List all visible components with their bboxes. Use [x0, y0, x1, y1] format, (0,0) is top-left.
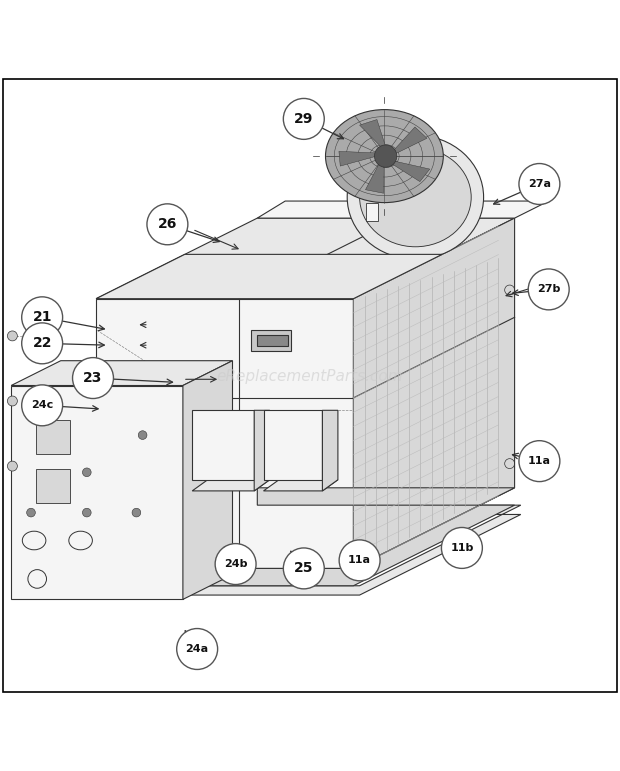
- Polygon shape: [366, 203, 378, 221]
- Circle shape: [27, 406, 35, 415]
- Circle shape: [441, 527, 482, 568]
- Ellipse shape: [360, 147, 471, 247]
- Polygon shape: [90, 505, 521, 595]
- Circle shape: [22, 323, 63, 364]
- Circle shape: [374, 145, 397, 167]
- Text: 24a: 24a: [185, 644, 209, 654]
- Circle shape: [7, 396, 17, 406]
- Ellipse shape: [326, 109, 443, 203]
- Text: 26: 26: [157, 217, 177, 231]
- Polygon shape: [192, 410, 254, 480]
- Text: 24b: 24b: [224, 559, 247, 569]
- Circle shape: [339, 540, 380, 581]
- Polygon shape: [264, 480, 338, 491]
- Circle shape: [132, 508, 141, 517]
- Circle shape: [27, 508, 35, 517]
- Text: 11a: 11a: [528, 456, 551, 466]
- Polygon shape: [251, 330, 291, 352]
- Circle shape: [528, 269, 569, 310]
- Text: eReplacementParts.com: eReplacementParts.com: [216, 369, 404, 384]
- Text: 21: 21: [32, 310, 52, 325]
- Polygon shape: [360, 120, 387, 151]
- Text: 27a: 27a: [528, 179, 551, 189]
- Text: 29: 29: [294, 112, 314, 126]
- Text: 24c: 24c: [31, 400, 53, 410]
- Polygon shape: [365, 159, 384, 194]
- Circle shape: [22, 297, 63, 338]
- Polygon shape: [36, 419, 70, 453]
- Circle shape: [7, 331, 17, 341]
- Circle shape: [519, 441, 560, 482]
- Polygon shape: [36, 470, 70, 503]
- Circle shape: [147, 204, 188, 244]
- Text: 22: 22: [32, 336, 52, 350]
- Polygon shape: [390, 127, 427, 156]
- Polygon shape: [96, 488, 515, 586]
- Polygon shape: [257, 335, 288, 346]
- Polygon shape: [264, 410, 322, 480]
- Polygon shape: [339, 151, 382, 166]
- Circle shape: [177, 628, 218, 669]
- Text: 25: 25: [294, 561, 314, 575]
- Polygon shape: [11, 361, 232, 386]
- Circle shape: [283, 548, 324, 589]
- Circle shape: [7, 461, 17, 471]
- Circle shape: [22, 385, 63, 426]
- Polygon shape: [387, 160, 430, 182]
- Polygon shape: [11, 386, 183, 599]
- Polygon shape: [96, 298, 353, 568]
- Polygon shape: [353, 218, 515, 568]
- Circle shape: [82, 508, 91, 517]
- Circle shape: [73, 358, 113, 399]
- Polygon shape: [322, 410, 338, 491]
- Polygon shape: [96, 254, 442, 298]
- Text: 23: 23: [83, 371, 103, 385]
- Polygon shape: [183, 361, 232, 599]
- Text: 27b: 27b: [537, 284, 560, 295]
- Circle shape: [283, 99, 324, 140]
- Circle shape: [215, 544, 256, 584]
- Polygon shape: [254, 410, 270, 491]
- Text: 11a: 11a: [348, 555, 371, 565]
- Polygon shape: [192, 480, 270, 491]
- Text: 11b: 11b: [450, 543, 474, 553]
- Ellipse shape: [347, 135, 484, 259]
- Polygon shape: [96, 218, 515, 298]
- Circle shape: [82, 468, 91, 476]
- Polygon shape: [257, 201, 549, 218]
- Circle shape: [519, 163, 560, 204]
- Circle shape: [138, 431, 147, 439]
